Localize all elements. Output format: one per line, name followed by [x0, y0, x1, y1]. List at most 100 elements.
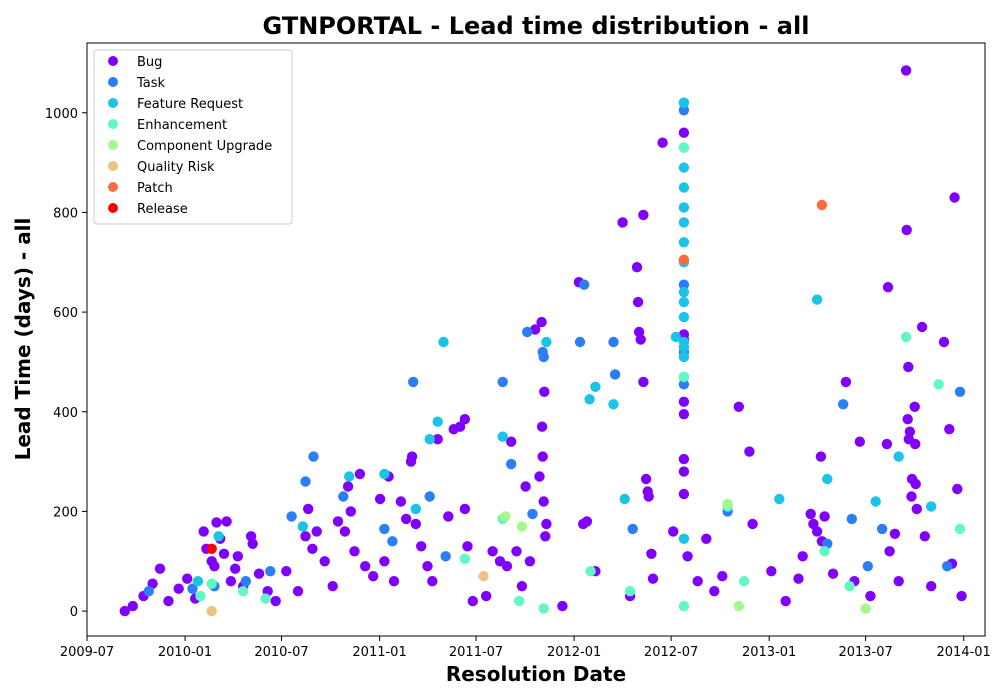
point-s0-119 — [797, 551, 808, 562]
point-s0-103 — [678, 396, 690, 407]
point-s0-93 — [640, 473, 652, 485]
point-s1-22 — [608, 336, 619, 348]
point-s1-21 — [579, 279, 590, 290]
point-s0-151 — [938, 336, 950, 348]
legend-marker — [108, 77, 118, 87]
point-s0-60 — [462, 541, 473, 552]
point-s0-150 — [926, 581, 937, 592]
point-s0-62 — [481, 590, 492, 602]
point-s0-6 — [173, 583, 184, 594]
point-s2-29 — [678, 351, 690, 363]
point-s1-0 — [143, 586, 154, 597]
point-s3-14 — [738, 576, 750, 587]
point-s2-9 — [497, 431, 508, 442]
point-s0-5 — [163, 595, 174, 607]
scatter-points — [119, 65, 967, 617]
point-s2-24 — [678, 287, 690, 298]
point-s0-28 — [300, 531, 311, 542]
point-s1-20 — [574, 336, 586, 348]
point-s1-4 — [265, 566, 276, 577]
point-s0-29 — [303, 503, 314, 515]
point-s2-15 — [670, 331, 682, 343]
point-s0-4 — [154, 563, 166, 574]
point-s0-38 — [349, 546, 360, 557]
point-s0-59 — [459, 503, 471, 515]
point-s0-156 — [956, 590, 967, 602]
point-s3-6 — [514, 595, 525, 607]
point-s0-147 — [911, 503, 922, 515]
point-s0-76 — [538, 496, 549, 507]
x-axis-ticks: 2009-07 2010-01 2010-07 2011-01 2011-07 2012-… — [60, 636, 991, 660]
point-s2-13 — [608, 399, 619, 410]
point-s0-132 — [882, 282, 894, 293]
point-s0-16 — [221, 516, 232, 527]
point-s0-137 — [901, 224, 912, 236]
point-s0-133 — [884, 546, 895, 557]
point-s0-139 — [903, 361, 914, 373]
point-s2-25 — [678, 296, 690, 308]
point-s3-0 — [195, 590, 206, 602]
x-tick-label: 2011-07 — [449, 645, 503, 660]
point-s0-131 — [881, 438, 893, 450]
point-s0-36 — [342, 481, 354, 492]
point-s0-37 — [345, 506, 356, 517]
point-s4-4 — [860, 603, 871, 614]
point-s1-37 — [942, 561, 953, 572]
point-s0-95 — [643, 491, 654, 502]
point-s0-46 — [395, 496, 407, 507]
point-s0-123 — [815, 451, 827, 462]
point-s2-2 — [297, 521, 308, 532]
point-s3-1 — [206, 578, 217, 589]
point-s0-34 — [332, 516, 344, 527]
point-s2-5 — [410, 503, 421, 515]
point-s2-16 — [678, 97, 690, 109]
point-s0-73 — [536, 316, 547, 328]
point-s1-11 — [408, 376, 419, 388]
x-tick-label: 2012-01 — [547, 645, 601, 660]
point-s0-53 — [427, 576, 438, 587]
point-s0-7 — [182, 573, 193, 584]
point-s0-58 — [459, 414, 471, 425]
point-s0-148 — [916, 321, 928, 333]
legend-label: Patch — [137, 181, 173, 196]
point-s0-35 — [339, 526, 351, 537]
point-s6-1 — [816, 199, 828, 211]
y-axis-label: Lead Time (days) - all — [11, 218, 35, 461]
point-s0-87 — [631, 262, 643, 273]
point-s0-142 — [906, 491, 917, 502]
point-s2-34 — [870, 496, 881, 507]
point-s0-63 — [487, 546, 498, 557]
point-s1-19 — [538, 351, 549, 363]
point-s0-19 — [232, 551, 243, 562]
point-s0-106 — [678, 466, 690, 477]
legend-marker — [108, 161, 118, 171]
point-s0-90 — [635, 334, 646, 345]
point-s0-88 — [632, 296, 644, 308]
point-s1-36 — [876, 523, 888, 535]
point-s2-18 — [678, 162, 690, 173]
point-s2-33 — [822, 473, 833, 485]
point-s1-17 — [527, 508, 538, 520]
y-axis-ticks: 0 200 400 600 800 1000 — [45, 107, 87, 620]
point-s0-92 — [638, 376, 649, 388]
point-s2-3 — [344, 471, 355, 482]
point-s1-34 — [846, 513, 857, 525]
point-s1-38 — [954, 386, 966, 397]
point-s0-15 — [218, 548, 230, 559]
point-s0-33 — [327, 581, 338, 592]
point-s4-1 — [500, 511, 511, 522]
y-tick-label: 1000 — [45, 107, 78, 122]
point-s2-7 — [432, 416, 443, 427]
point-s0-42 — [374, 493, 386, 505]
point-s0-155 — [952, 483, 963, 495]
point-s2-11 — [584, 394, 595, 405]
point-s0-120 — [805, 508, 816, 520]
point-s1-3 — [240, 576, 251, 587]
point-s0-65 — [501, 561, 513, 572]
point-s0-111 — [709, 586, 720, 597]
point-s2-35 — [893, 451, 904, 462]
point-s1-23 — [609, 369, 621, 380]
point-s0-108 — [682, 551, 693, 562]
point-s2-28 — [678, 341, 690, 353]
point-s0-122 — [811, 526, 823, 537]
